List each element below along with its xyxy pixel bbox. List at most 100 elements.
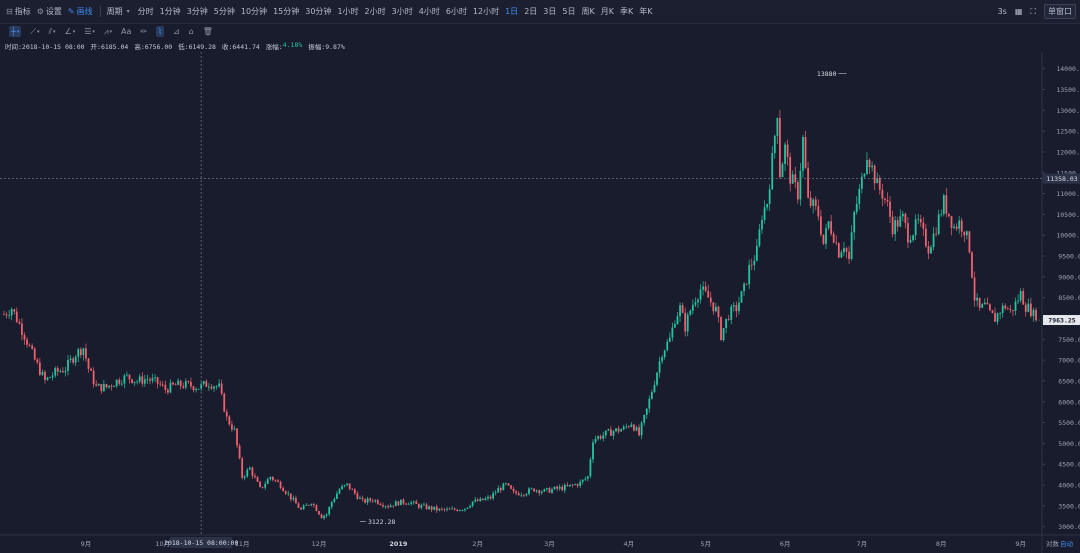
- candle-body: [353, 489, 356, 494]
- single-window-button[interactable]: 单窗口: [1044, 4, 1076, 19]
- delete-tool[interactable]: 🗑: [203, 27, 213, 36]
- period-tab[interactable]: 30分钟: [305, 7, 332, 16]
- candle-body: [545, 488, 548, 490]
- candle-body: [694, 302, 697, 305]
- lock-tool[interactable]: ⌂: [189, 27, 194, 36]
- period-tab[interactable]: 15分钟: [273, 7, 300, 16]
- candle-body: [840, 252, 843, 258]
- period-tab[interactable]: 10分钟: [240, 7, 268, 16]
- fibonacci-tool[interactable]: ☰ ▾: [84, 27, 95, 36]
- period-tab[interactable]: 周K: [581, 7, 595, 16]
- crosshair-date-box: [170, 537, 233, 548]
- period-tab[interactable]: 3分钟: [186, 7, 208, 16]
- candle-body: [602, 435, 605, 439]
- refresh-interval[interactable]: 3s: [997, 7, 1007, 16]
- candle-body: [622, 426, 625, 430]
- candle-body: [417, 503, 420, 508]
- candlestick-chart[interactable]: 3000.00 3500.00 4000.00 4500.00 5000.00 5500.…: [0, 52, 1080, 553]
- drawing-button[interactable]: ✎ 画线: [68, 6, 93, 17]
- plot-area[interactable]: [0, 52, 1042, 535]
- period-tab[interactable]: 5分钟: [213, 7, 235, 16]
- period-tab[interactable]: 4小时: [418, 7, 440, 16]
- period-tab[interactable]: 3小时: [391, 7, 413, 16]
- candle-body: [725, 318, 728, 329]
- candle-body: [620, 429, 623, 432]
- candle-body: [174, 384, 177, 386]
- candle-body: [594, 438, 597, 443]
- period-dropdown[interactable]: 周期 ▾: [107, 6, 132, 17]
- indicators-button[interactable]: ⊟ 指标: [6, 6, 31, 17]
- candle-body: [464, 508, 466, 511]
- auto-scale-toggle[interactable]: 自动: [1060, 539, 1074, 548]
- candle-body: [1019, 290, 1022, 301]
- candle-body: [54, 368, 57, 376]
- brush-tool[interactable]: ✏: [140, 27, 147, 36]
- candle-body: [825, 228, 827, 244]
- candle-body: [807, 167, 809, 198]
- fullscreen-icon[interactable]: ⛶: [1030, 6, 1036, 16]
- chevron-down-icon: ▾: [126, 8, 130, 15]
- period-tab[interactable]: 1小时: [337, 7, 359, 16]
- price-axis[interactable]: 3000.00 3500.00 4000.00 4500.00 5000.00 5500.…: [1042, 65, 1080, 531]
- candle-body: [138, 376, 141, 382]
- candle-body: [576, 484, 579, 486]
- candle-body: [195, 389, 197, 391]
- period-tab[interactable]: 季K: [619, 7, 634, 16]
- ruler-tool[interactable]: ⊿: [173, 27, 180, 36]
- candle-body: [635, 427, 638, 431]
- parallel-tool[interactable]: ⫽ ▾: [48, 27, 55, 37]
- period-tab[interactable]: 年K: [639, 7, 653, 16]
- candle-body: [919, 218, 922, 223]
- candle-body: [645, 408, 648, 415]
- candle-body: [474, 499, 477, 502]
- price-tick-label: 6000.00: [1058, 398, 1080, 406]
- period-tab[interactable]: 12小时: [472, 7, 500, 16]
- period-tab[interactable]: 1日: [505, 7, 519, 16]
- candle-body: [307, 504, 310, 506]
- candle-body: [986, 302, 989, 305]
- settings-button[interactable]: ⚙ 设置: [37, 6, 62, 17]
- candle-body: [978, 297, 981, 308]
- period-tab[interactable]: 5日: [562, 7, 576, 16]
- candle-body: [971, 252, 973, 278]
- candle-body: [561, 486, 564, 491]
- candle-body: [868, 159, 871, 168]
- period-tab[interactable]: 1分钟: [159, 7, 181, 16]
- candle-body: [259, 481, 261, 487]
- period-tab[interactable]: 2日: [524, 7, 538, 16]
- period-tab[interactable]: 分时: [137, 7, 154, 16]
- period-tab[interactable]: 3日: [543, 7, 557, 16]
- time-tick-label: 10月: [155, 540, 170, 548]
- candle-body: [297, 503, 300, 508]
- period-tab[interactable]: 月K: [600, 7, 614, 16]
- candle-body: [56, 368, 59, 372]
- period-tab[interactable]: 2小时: [364, 7, 386, 16]
- magnet-tool[interactable]: ⌇: [156, 26, 164, 37]
- candle-body: [310, 504, 313, 506]
- candle-body: [1022, 290, 1025, 305]
- angle-tool[interactable]: ∠ ▾: [65, 27, 76, 36]
- candle-body: [182, 386, 185, 388]
- candle-body: [271, 476, 274, 480]
- candle-body: [330, 501, 333, 508]
- candle-body: [36, 359, 39, 363]
- candle-body: [612, 431, 615, 436]
- candle-body: [963, 231, 966, 236]
- line-tool[interactable]: ⟋ ▾: [30, 27, 39, 37]
- candle-body: [128, 374, 131, 380]
- drawing-label: 画线: [76, 7, 93, 16]
- candle-body: [412, 501, 415, 503]
- candle-body: [699, 289, 702, 300]
- grid-icon[interactable]: ▦: [1014, 7, 1023, 16]
- text-tool[interactable]: Aa: [120, 27, 132, 36]
- chevron-down-icon: ▾: [16, 28, 20, 35]
- candle-body: [730, 306, 733, 320]
- log-scale-toggle[interactable]: 对数: [1046, 539, 1060, 548]
- period-tab[interactable]: 6小时: [445, 7, 467, 16]
- time-axis[interactable]: 9月10月11月12月20192月3月4月5月6月7月8月9月10月对数自动: [81, 539, 1080, 548]
- candle-body: [540, 491, 543, 494]
- crosshair-tool[interactable]: ┼ ▾: [9, 26, 22, 37]
- wave-tool[interactable]: ⩘ ▾: [104, 27, 112, 37]
- candle-body: [640, 422, 643, 436]
- price-tick-label: 9000.00: [1058, 273, 1080, 281]
